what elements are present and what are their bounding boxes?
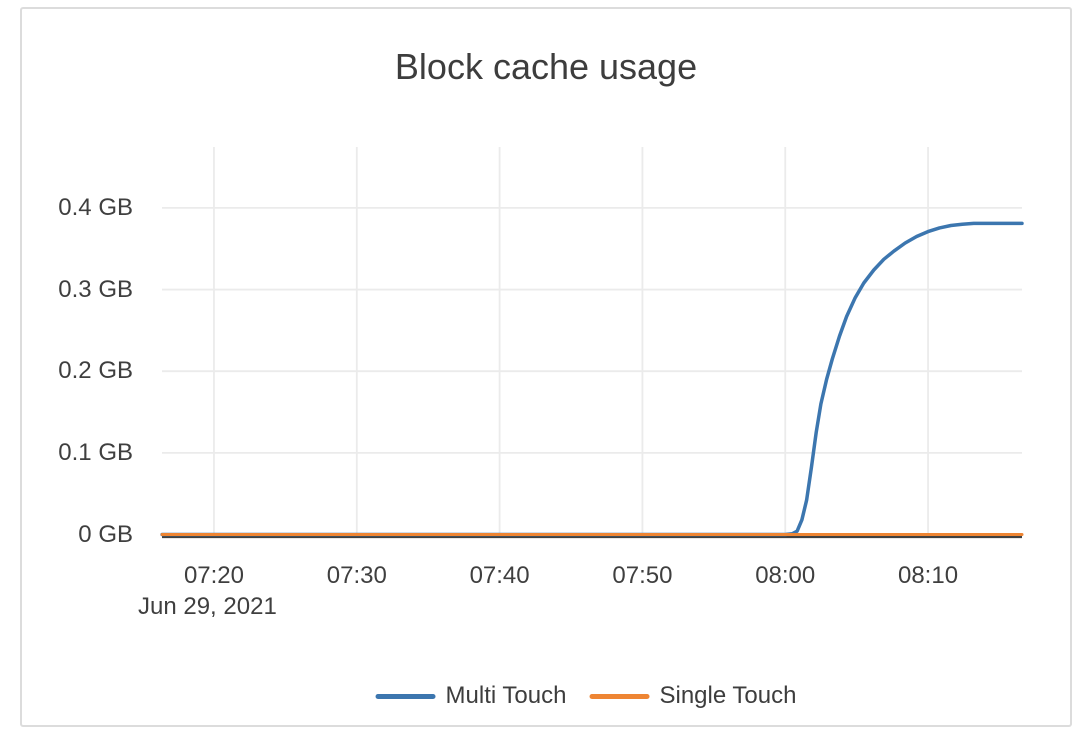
series-line-multi-touch [160, 221, 1024, 537]
legend-line-multi-touch-icon [375, 693, 436, 699]
legend-item-single-touch[interactable]: Single Touch [589, 682, 796, 710]
x-tick-label: 08:10 [897, 562, 959, 589]
y-tick-label: 0.1 GB [58, 438, 133, 466]
x-tick-label: 08:00 [755, 562, 816, 589]
chart-frame [20, 7, 1072, 727]
legend-label-single-touch: Single Touch [659, 682, 797, 709]
y-tick-label: 0.3 GB [58, 275, 133, 303]
y-tick-label: 0.4 GB [58, 193, 133, 221]
legend-line-single-touch-icon [589, 693, 650, 699]
chart-title: Block cache usage [394, 46, 698, 87]
y-tick-label: 0.2 GB [58, 357, 133, 385]
y-tick-label: 0 GB [78, 520, 133, 548]
legend-label-multi-touch: Multi Touch [445, 682, 567, 709]
x-axis-date-label: Jun 29, 2021 [138, 593, 277, 620]
legend: Multi Touch Single Touch [375, 682, 796, 710]
x-tick-label: 07:30 [326, 562, 387, 589]
x-tick-label: 07:40 [469, 562, 530, 589]
x-tick-label: 07:20 [183, 562, 244, 589]
x-tick-label: 07:50 [612, 562, 673, 589]
legend-item-multi-touch[interactable]: Multi Touch [375, 682, 567, 710]
